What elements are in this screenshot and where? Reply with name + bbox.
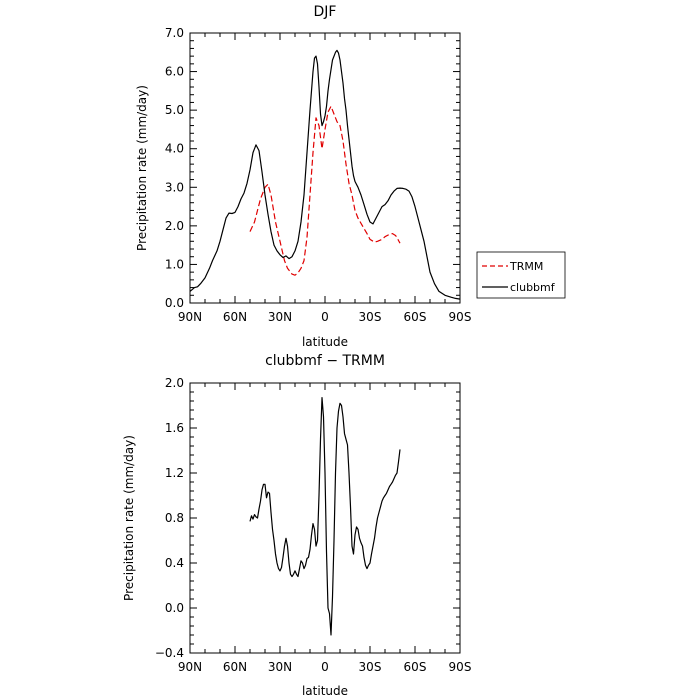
bottom-x-tick-label: 0	[321, 660, 329, 674]
top-y-tick-label: 3.0	[165, 180, 184, 194]
top-x-tick-label: 0	[321, 310, 329, 324]
top-x-tick-label: 60S	[404, 310, 427, 324]
bottom-series-line-difference	[249, 397, 401, 636]
top-plot-ticks: 90N 60N 30N 0 30S 60S 90S 0.0 1.0 2.0 3.0 4.0 5.0 6.0…	[165, 26, 472, 324]
bottom-x-tick-label: 60S	[404, 660, 427, 674]
bottom-x-tick-label: 90N	[178, 660, 202, 674]
top-series-line-clubbmf	[189, 49, 461, 300]
top-series-line-trmm	[249, 105, 401, 276]
bottom-y-tick-label: 0.8	[165, 511, 184, 525]
top-plot: DJF latitude Precipitation rate (mm/day)…	[135, 4, 471, 349]
top-plot-frame	[189, 32, 461, 304]
bottom-x-tick-label: 60N	[223, 660, 247, 674]
bottom-y-tick-label: 0.0	[165, 601, 184, 615]
top-x-tick-label: 30S	[359, 310, 382, 324]
bottom-plot-ylabel: Precipitation rate (mm/day)	[122, 435, 136, 601]
bottom-plot-title: clubbmf − TRMM	[265, 353, 385, 369]
legend-label-trmm: TRMM	[509, 260, 543, 273]
top-y-tick-label: 6.0	[165, 65, 184, 79]
top-y-tick-label: 1.0	[165, 257, 184, 271]
top-y-tick-label: 0.0	[165, 296, 184, 310]
legend: TRMM clubbmf	[476, 251, 566, 299]
bottom-plot-frame	[189, 382, 461, 654]
top-x-tick-label: 90S	[449, 310, 472, 324]
top-y-tick-label: 5.0	[165, 103, 184, 117]
top-plot-xlabel: latitude	[302, 335, 348, 349]
top-x-tick-label: 60N	[223, 310, 247, 324]
top-x-tick-label: 90N	[178, 310, 202, 324]
top-y-tick-label: 4.0	[165, 142, 184, 156]
legend-box	[476, 251, 566, 299]
bottom-y-tick-label: −0.4	[155, 646, 184, 660]
top-plot-title: DJF	[314, 4, 337, 20]
bottom-x-tick-label: 30N	[268, 660, 292, 674]
bottom-y-tick-label: 0.4	[165, 556, 184, 570]
bottom-y-tick-label: 1.6	[165, 421, 184, 435]
bottom-plot-series	[249, 397, 401, 636]
top-plot-series	[189, 49, 461, 300]
bottom-y-tick-label: 1.2	[165, 466, 184, 480]
bottom-y-tick-label: 2.0	[165, 376, 184, 390]
top-x-tick-label: 30N	[268, 310, 292, 324]
bottom-plot-xlabel: latitude	[302, 684, 348, 698]
bottom-x-tick-label: 90S	[449, 660, 472, 674]
bottom-x-tick-label: 30S	[359, 660, 382, 674]
top-y-tick-label: 2.0	[165, 219, 184, 233]
bottom-plot-ticks: 90N 60N 30N 0 30S 60S 90S −0.4 0.0 0.4 0.8 1.2 1.6 2.…	[155, 376, 472, 674]
top-y-tick-label: 7.0	[165, 26, 184, 40]
top-plot-ylabel: Precipitation rate (mm/day)	[135, 85, 149, 251]
legend-label-clubbmf: clubbmf	[510, 281, 556, 294]
bottom-plot: clubbmf − TRMM latitude Precipitation ra…	[122, 353, 471, 698]
